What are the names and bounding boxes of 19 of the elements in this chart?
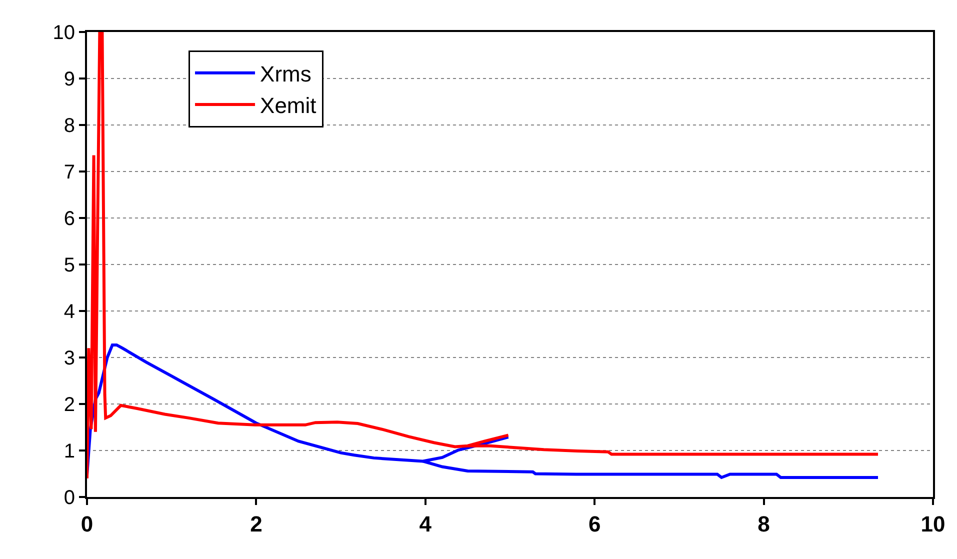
x-tick-label: 8 xyxy=(758,511,770,536)
x-tick-label: 4 xyxy=(419,511,432,536)
legend-label: Xemit xyxy=(260,93,316,118)
x-tick-label: 10 xyxy=(920,511,946,536)
y-tick-label: 4 xyxy=(64,301,75,323)
y-tick-label: 10 xyxy=(52,22,75,44)
y-tick-label: 1 xyxy=(64,440,75,462)
y-tick-label: 7 xyxy=(64,162,75,184)
x-tick-label: 0 xyxy=(80,511,94,536)
x-tick-label: 6 xyxy=(588,511,601,536)
y-tick-label: 2 xyxy=(64,394,75,416)
y-tick-label: 5 xyxy=(64,254,75,276)
y-tick-label: 6 xyxy=(64,208,75,230)
x-tick-label: 2 xyxy=(250,511,262,536)
y-tick-label: 9 xyxy=(64,68,75,90)
y-tick-label: 3 xyxy=(64,348,75,370)
y-tick-label: 8 xyxy=(64,115,75,137)
y-tick-label: 0 xyxy=(64,487,75,509)
legend-label: Xrms xyxy=(260,61,312,86)
